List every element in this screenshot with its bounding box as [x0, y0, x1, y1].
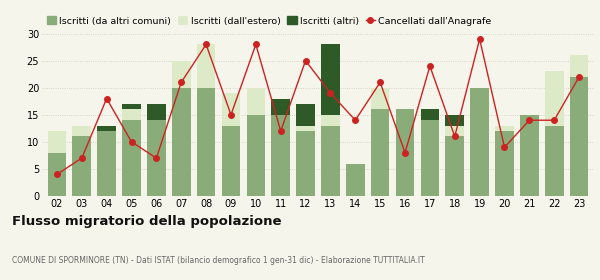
Bar — [197, 88, 215, 196]
Bar — [321, 115, 340, 126]
Bar — [371, 88, 389, 109]
Bar — [147, 120, 166, 196]
Bar — [271, 99, 290, 115]
Bar — [445, 126, 464, 136]
Bar — [97, 131, 116, 196]
Bar — [97, 126, 116, 131]
Bar — [545, 126, 563, 196]
Legend: Iscritti (da altri comuni), Iscritti (dall'estero), Iscritti (altri), Cancellati: Iscritti (da altri comuni), Iscritti (da… — [47, 17, 491, 26]
Bar — [421, 120, 439, 196]
Bar — [221, 93, 240, 126]
Bar — [122, 109, 141, 120]
Bar — [172, 61, 191, 88]
Bar — [321, 45, 340, 115]
Bar — [172, 88, 191, 196]
Bar — [296, 104, 315, 126]
Bar — [470, 88, 489, 196]
Bar — [296, 131, 315, 196]
Text: Flusso migratorio della popolazione: Flusso migratorio della popolazione — [12, 215, 281, 228]
Bar — [122, 120, 141, 196]
Bar — [247, 115, 265, 196]
Bar — [421, 109, 439, 120]
Bar — [570, 77, 589, 196]
Bar — [147, 104, 166, 120]
Bar — [445, 115, 464, 126]
Bar — [197, 45, 215, 88]
Bar — [346, 164, 365, 196]
Bar — [495, 126, 514, 131]
Bar — [73, 126, 91, 136]
Bar — [47, 153, 66, 196]
Bar — [371, 109, 389, 196]
Bar — [445, 136, 464, 196]
Bar — [73, 136, 91, 196]
Bar — [396, 109, 415, 196]
Bar — [495, 131, 514, 196]
Bar — [221, 126, 240, 196]
Bar — [296, 126, 315, 131]
Text: COMUNE DI SPORMINORE (TN) - Dati ISTAT (bilancio demografico 1 gen-31 dic) - Ela: COMUNE DI SPORMINORE (TN) - Dati ISTAT (… — [12, 256, 425, 265]
Bar — [321, 126, 340, 196]
Bar — [122, 104, 141, 109]
Bar — [520, 115, 539, 196]
Bar — [247, 88, 265, 115]
Bar — [570, 55, 589, 77]
Bar — [271, 115, 290, 196]
Bar — [47, 131, 66, 153]
Bar — [545, 71, 563, 126]
